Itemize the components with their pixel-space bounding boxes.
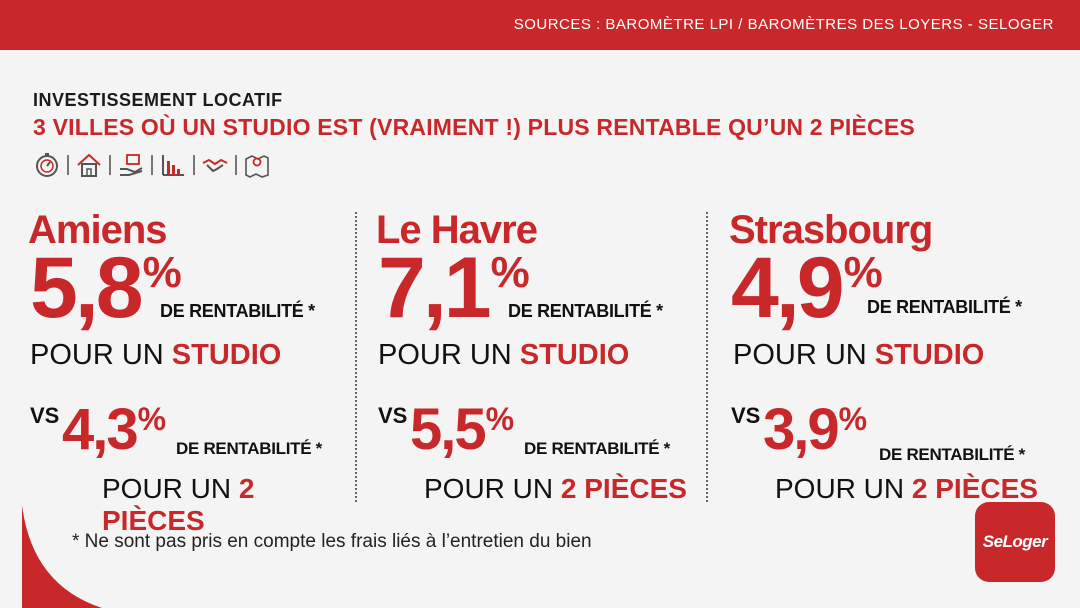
deux-pieces-label: 2 PIÈCES	[911, 473, 1038, 504]
two-rooms-yield-value: 4,3	[62, 397, 139, 462]
studio-line: POUR UN STUDIO	[30, 339, 281, 372]
percent-sign: %	[490, 248, 530, 297]
icon-separator	[109, 155, 111, 175]
footnote: * Ne sont pas pris en compte les frais l…	[72, 531, 592, 552]
seloger-logo: SeLoger	[975, 502, 1055, 582]
studio-line: POUR UN STUDIO	[378, 339, 629, 372]
studio-label: STUDIO	[519, 339, 630, 371]
two-rooms-yield-value: 5,5	[410, 397, 487, 462]
percent-sign: %	[485, 401, 515, 437]
studio-label: STUDIO	[874, 339, 985, 371]
icon-separator	[67, 155, 69, 175]
two-rooms-yield: 4,3%	[62, 401, 166, 459]
rentabilite-label: DE RENTABILITÉ *	[508, 301, 663, 321]
two-rooms-yield: 5,5%	[410, 401, 514, 459]
city-column-le-havre: Le Havre 7,1% DE RENTABILITÉ * POUR UN S…	[376, 205, 706, 515]
two-rooms-line: POUR UN 2 PIÈCES	[775, 473, 1038, 505]
pour-un-label: POUR UN	[102, 473, 239, 504]
sources-text: SOURCES : BAROMÈTRE LPI / BAROMÈTRES DES…	[513, 16, 1054, 33]
city-name: Strasbourg	[729, 208, 933, 252]
city-name: Le Havre	[376, 208, 538, 252]
icon-separator	[235, 155, 237, 175]
deux-pieces-label: 2 PIÈCES	[102, 473, 255, 536]
house-icon	[77, 153, 101, 177]
percent-sign: %	[838, 401, 868, 437]
percent-sign: %	[137, 401, 167, 437]
stopwatch-icon	[36, 153, 58, 177]
rentabilite-label: DE RENTABILITÉ *	[160, 301, 315, 321]
logo-text: SeLoger	[982, 532, 1048, 551]
city-column-strasbourg: Strasbourg 4,9% DE RENTABILITÉ * POUR UN…	[729, 205, 1059, 515]
vs-label: VS	[30, 403, 60, 428]
icon-row	[33, 151, 271, 179]
two-rooms-yield-value: 3,9	[763, 397, 840, 462]
pour-un-label: POUR UN	[424, 473, 561, 504]
corner-decoration	[22, 505, 102, 608]
studio-yield: 4,9%	[731, 245, 883, 331]
deux-pieces-label: 2 PIÈCES	[560, 473, 687, 504]
studio-yield-value: 4,9	[731, 240, 845, 336]
studio-yield: 5,8%	[30, 245, 182, 331]
rentabilite-label: DE RENTABILITÉ *	[176, 439, 323, 458]
headline-title: 3 VILLES OÙ UN STUDIO EST (VRAIMENT !) P…	[33, 114, 915, 140]
rentabilite-label: DE RENTABILITÉ *	[879, 445, 1026, 464]
handshake-icon	[202, 158, 228, 173]
city-column-amiens: Amiens 5,8% DE RENTABILITÉ * POUR UN STU…	[28, 205, 358, 536]
hand-money-icon	[120, 154, 143, 176]
column-divider	[355, 212, 357, 502]
studio-yield: 7,1%	[378, 245, 530, 331]
top-banner: SOURCES : BAROMÈTRE LPI / BAROMÈTRES DES…	[0, 0, 1080, 50]
pour-un-label: POUR UN	[30, 339, 172, 371]
studio-line: POUR UN STUDIO	[733, 339, 984, 372]
rentabilite-label: DE RENTABILITÉ *	[867, 297, 1022, 317]
pour-un-label: POUR UN	[733, 339, 875, 371]
studio-yield-value: 7,1	[378, 240, 492, 336]
two-rooms-yield: 3,9%	[763, 401, 867, 459]
overline-title: INVESTISSEMENT LOCATIF	[33, 90, 283, 110]
two-rooms-line: POUR UN 2 PIÈCES	[102, 473, 358, 537]
studio-label: STUDIO	[171, 339, 282, 371]
bar-chart-icon	[162, 155, 184, 176]
icon-separator	[193, 155, 195, 175]
rentabilite-label: DE RENTABILITÉ *	[524, 439, 671, 458]
vs-label: VS	[731, 403, 761, 428]
percent-sign: %	[843, 248, 883, 297]
map-pin-icon	[245, 155, 269, 178]
city-name: Amiens	[28, 208, 167, 252]
two-rooms-line: POUR UN 2 PIÈCES	[424, 473, 687, 505]
pour-un-label: POUR UN	[775, 473, 912, 504]
studio-yield-value: 5,8	[30, 240, 144, 336]
pour-un-label: POUR UN	[378, 339, 520, 371]
column-divider	[706, 212, 708, 502]
percent-sign: %	[142, 248, 182, 297]
icon-separator	[151, 155, 153, 175]
vs-label: VS	[378, 403, 408, 428]
